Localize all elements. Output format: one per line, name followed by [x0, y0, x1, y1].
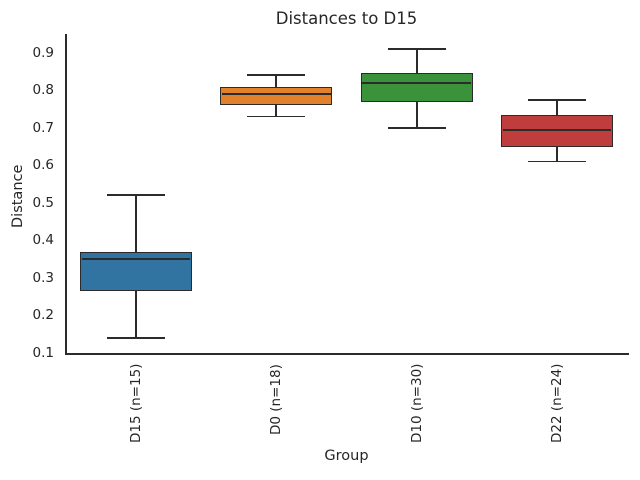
- y-tick-label: 0.9: [32, 44, 54, 61]
- y-tick-label: 0.2: [32, 307, 54, 324]
- box-D0: [220, 86, 333, 106]
- y-tick-label: 0.1: [32, 345, 54, 361]
- median-line-D10: [362, 81, 471, 84]
- y-tick-label: 0.3: [32, 269, 54, 286]
- y-tick-label: 0.8: [32, 82, 54, 99]
- x-tick-label: D0 (n=18): [268, 364, 285, 435]
- chart-title: Distances to D15: [275, 9, 418, 28]
- x-axis-label: Group: [324, 448, 369, 464]
- whisker-cap-bottom-D15: [107, 337, 166, 339]
- y-tick-label: 0.4: [32, 232, 54, 249]
- whisker-cap-bottom-D0: [247, 115, 306, 118]
- y-tick-label: 0.6: [32, 157, 54, 174]
- box-D22: [500, 114, 613, 147]
- whisker-cap-top-D22: [527, 98, 586, 101]
- median-line-D15: [81, 258, 191, 261]
- whisker-cap-top-D15: [107, 194, 166, 197]
- median-line-D22: [502, 128, 612, 131]
- x-axis-spine: [65, 353, 629, 355]
- y-axis-label: Distance: [9, 164, 26, 228]
- x-tick-label: D15 (n=15): [128, 363, 145, 443]
- x-tick-label: D22 (n=24): [548, 363, 565, 443]
- whisker-cap-top-D10: [387, 48, 446, 50]
- box-D15: [80, 251, 193, 292]
- y-tick-label: 0.5: [32, 194, 54, 211]
- whisker-cap-bottom-D10: [387, 126, 446, 129]
- whisker-cap-bottom-D22: [527, 160, 586, 163]
- y-tick-label: 0.7: [32, 119, 54, 136]
- box-D10: [360, 73, 473, 102]
- whisker-cap-top-D0: [247, 74, 306, 77]
- median-line-D0: [222, 93, 331, 95]
- y-axis-spine: [65, 34, 67, 355]
- x-tick-label: D10 (n=30): [408, 363, 425, 443]
